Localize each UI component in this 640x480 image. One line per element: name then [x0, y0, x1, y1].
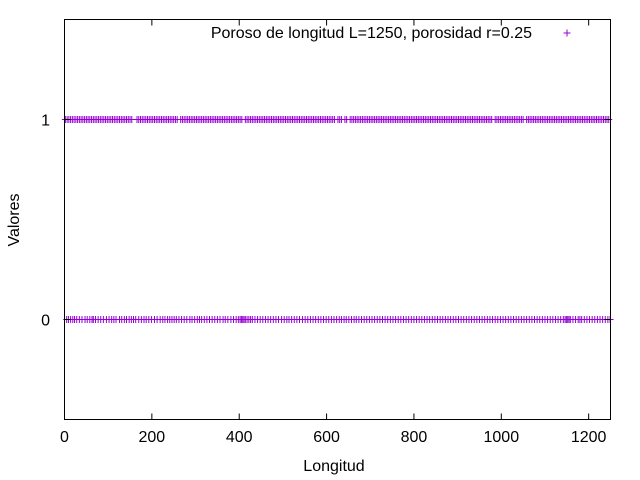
x-tick-label: 600: [313, 429, 340, 446]
y-tick-label: 0: [41, 313, 50, 330]
y-tick-label: 1: [41, 113, 50, 130]
legend-plus-icon: [563, 29, 571, 37]
x-tick-label: 200: [139, 429, 166, 446]
zero-value-points: [63, 316, 614, 323]
legend-marker: [563, 29, 571, 37]
y-axis-label: Valores: [6, 193, 23, 246]
one-value-points: [61, 116, 613, 123]
x-tick-label: 400: [226, 429, 253, 446]
x-tick-label: 1000: [484, 429, 520, 446]
x-tick-label: 1200: [571, 429, 607, 446]
x-axis-label: Longitud: [303, 458, 364, 475]
x-tick-label: 0: [60, 429, 69, 446]
plot-frame: [64, 19, 611, 420]
legend-entry-label: Poroso de longitud L=1250, porosidad r=0…: [211, 25, 532, 42]
y-axis: 01: [41, 113, 611, 330]
x-axis: 0 200 400 600 800 1000 1200: [60, 19, 607, 446]
legend: Poroso de longitud L=1250, porosidad r=0…: [211, 25, 571, 42]
x-tick-label: 800: [401, 429, 428, 446]
